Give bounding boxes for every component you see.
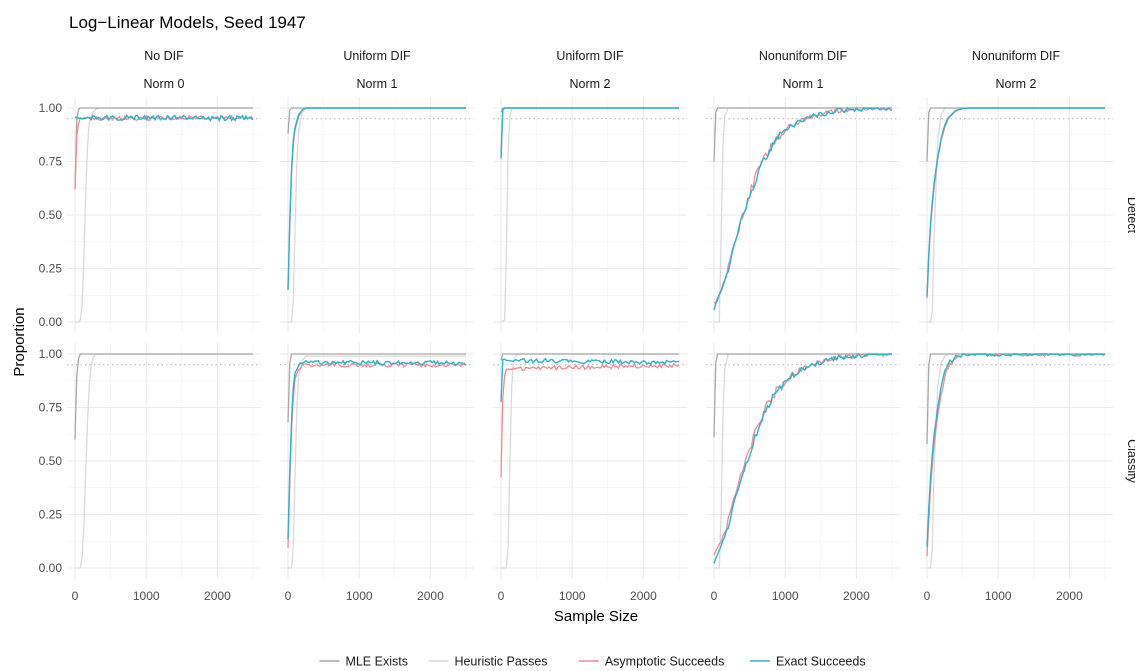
x-tick-label: 2000 (417, 589, 444, 603)
legend: MLE Exists Heuristic Passes Asymptotic Suc… (319, 655, 866, 669)
legend-label-1: Heuristic Passes (454, 655, 547, 669)
series-mle-line (713, 107, 892, 162)
strip-col-4-line2: Norm 2 (996, 77, 1037, 91)
strip-row-detect: Detect (1125, 197, 1135, 234)
x-tick-label: 2000 (843, 589, 870, 603)
series-exact-line (74, 114, 254, 123)
panels-layer: No DIF Norm 0 Uniform DIF Norm 1 Uniform DIF… (39, 49, 1135, 603)
x-tick-label: 0 (924, 589, 931, 603)
series-mle-line (287, 107, 466, 134)
x-tick-label: 1000 (346, 589, 373, 603)
y-tick-label: 0.00 (39, 561, 63, 575)
x-tick-label: 1000 (559, 589, 586, 603)
y-tick-label: 1.00 (39, 101, 63, 115)
y-tick-label: 0.50 (39, 454, 63, 468)
y-tick-label: 0.00 (39, 315, 63, 329)
series-asymptotic-line (287, 361, 467, 549)
x-tick-label: 0 (72, 589, 79, 603)
strip-col-0-line1: No DIF (144, 49, 184, 63)
panel-r1-c3 (706, 343, 900, 579)
legend-label-3: Exact Succeeds (776, 655, 866, 669)
series-heuristic-line (288, 355, 466, 569)
y-tick-label: 0.75 (39, 401, 63, 415)
x-tick-label: 0 (285, 589, 292, 603)
x-tick-label: 0 (711, 589, 718, 603)
y-tick-label: 0.25 (39, 508, 63, 522)
panel-r1-c2 (493, 343, 687, 579)
y-tick-label: 0.25 (39, 262, 63, 276)
strip-col-3-line2: Norm 1 (783, 77, 824, 91)
panel-r1-c0 (67, 343, 261, 579)
series-asymptotic-line (926, 107, 1105, 299)
series-mle-line (287, 353, 466, 423)
series-exact-line (926, 107, 1105, 297)
panel-r0-c4 (919, 97, 1113, 333)
panel-r0-c1 (280, 97, 474, 333)
series-asymptotic-line (713, 106, 892, 304)
y-tick-label: 0.50 (39, 208, 63, 222)
x-tick-label: 1000 (985, 589, 1012, 603)
panel-r1-c1 (280, 343, 474, 579)
panel-r0-c0 (67, 97, 261, 333)
series-exact-line (713, 106, 893, 311)
chart-title: Log−Linear Models, Seed 1947 (69, 13, 306, 32)
series-asymptotic-line (926, 352, 1105, 557)
strip-col-0-line2: Norm 0 (144, 77, 185, 91)
y-axis-title: Proportion (11, 307, 28, 376)
series-exact-line (500, 357, 680, 403)
strip-col-3-line1: Nonuniform DIF (759, 49, 848, 63)
series-exact-line (287, 359, 467, 540)
x-tick-label: 0 (498, 589, 505, 603)
panel-r0-c2 (493, 97, 687, 333)
legend-label-0: MLE Exists (345, 655, 408, 669)
series-exact-line (500, 107, 679, 158)
strip-col-1-line1: Uniform DIF (343, 49, 411, 63)
series-asymptotic-line (500, 107, 679, 160)
series-mle-line (74, 353, 253, 440)
legend-label-2: Asymptotic Succeeds (605, 655, 725, 669)
series-mle-line (926, 353, 1105, 444)
strip-col-1-line2: Norm 1 (357, 77, 398, 91)
y-tick-label: 0.75 (39, 155, 63, 169)
series-mle-line (74, 107, 253, 190)
series-asymptotic-line (287, 107, 466, 290)
x-tick-label: 2000 (1056, 589, 1083, 603)
series-asymptotic-line (713, 353, 892, 556)
x-tick-label: 1000 (133, 589, 160, 603)
x-tick-label: 2000 (204, 589, 231, 603)
strip-col-2-line2: Norm 2 (570, 77, 611, 91)
series-asymptotic-line (500, 362, 680, 478)
series-asymptotic-line (74, 114, 254, 189)
series-exact-line (926, 353, 1106, 547)
x-axis-title: Sample Size (554, 608, 638, 625)
series-exact-line (287, 107, 466, 290)
series-mle-line (713, 353, 892, 438)
strip-col-2-line1: Uniform DIF (556, 49, 624, 63)
panel-r1-c4 (919, 343, 1113, 579)
series-exact-line (713, 352, 893, 564)
x-tick-label: 2000 (630, 589, 657, 603)
series-mle-line (500, 353, 679, 361)
strip-col-4-line1: Nonuniform DIF (972, 49, 1061, 63)
y-tick-label: 1.00 (39, 347, 63, 361)
panel-r0-c3 (706, 97, 900, 333)
x-tick-label: 1000 (772, 589, 799, 603)
strip-row-classify: Classify (1125, 439, 1135, 484)
